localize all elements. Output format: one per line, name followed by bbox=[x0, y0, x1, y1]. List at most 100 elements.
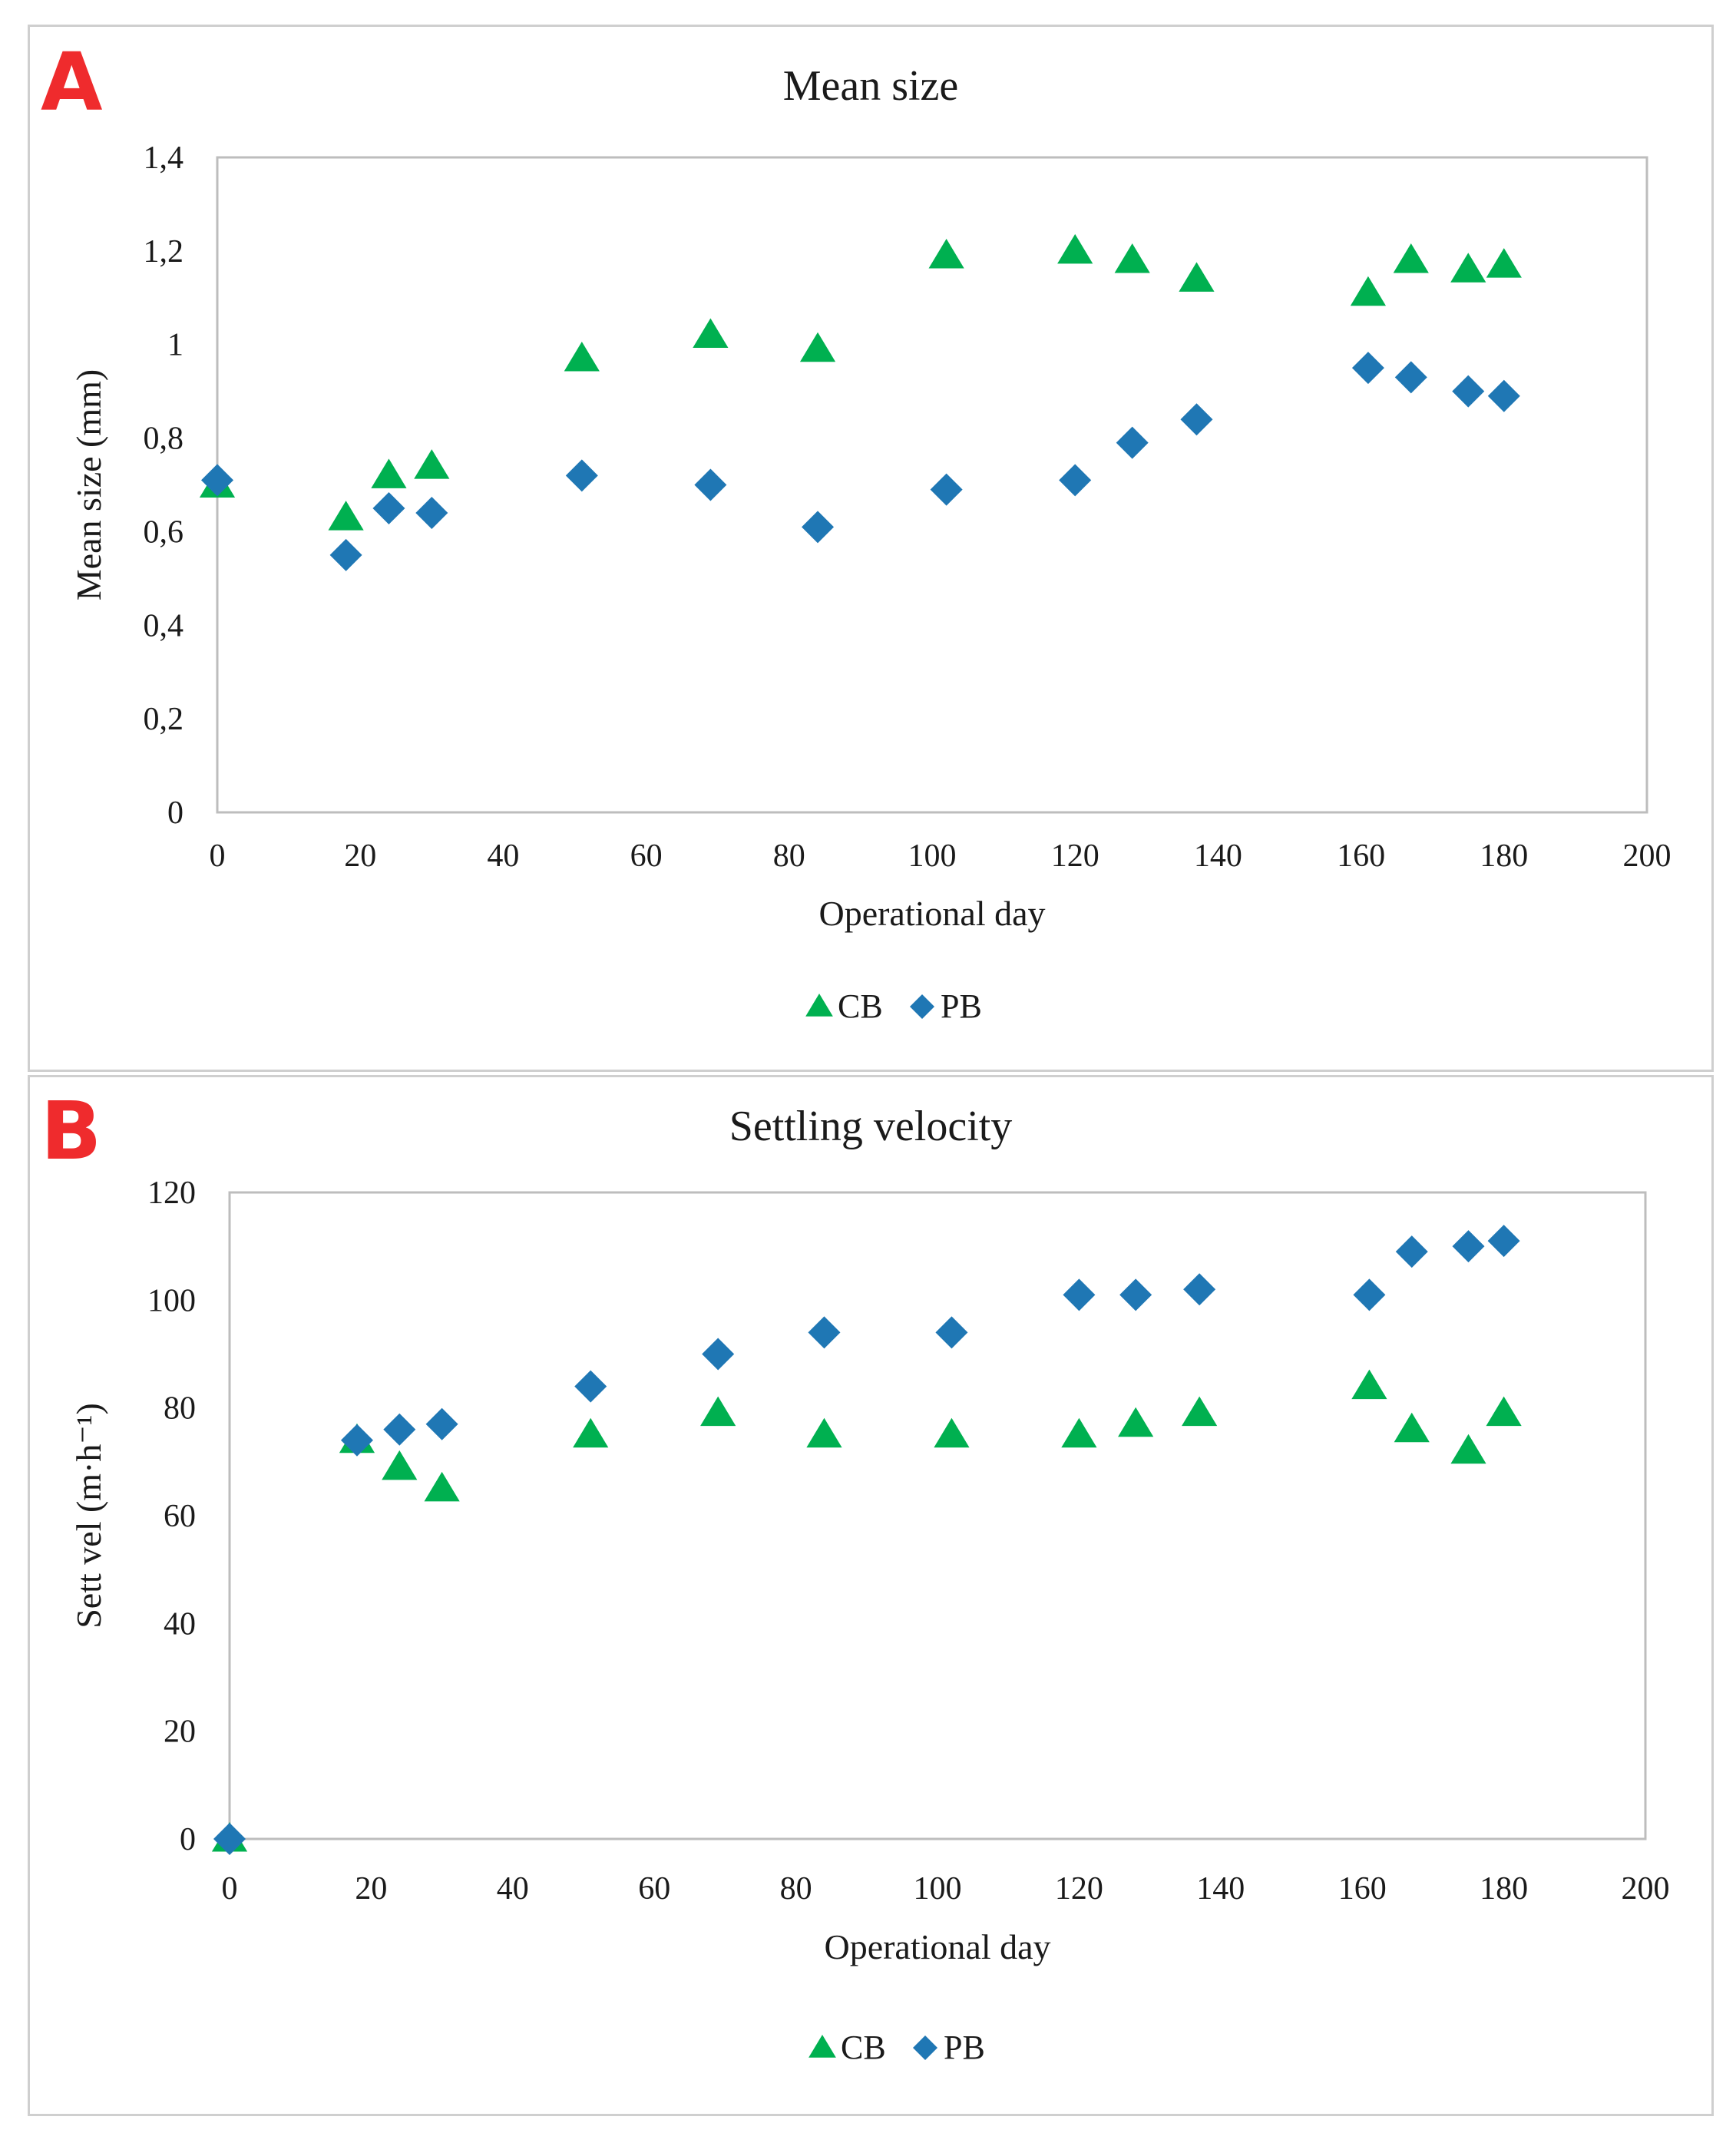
legend-label-cb: CB bbox=[841, 2029, 886, 2066]
cb-data-point bbox=[928, 238, 964, 269]
cb-data-point bbox=[1486, 1396, 1522, 1427]
x-tick-label: 200 bbox=[1623, 838, 1672, 874]
pb-data-point bbox=[383, 1413, 416, 1446]
x-tick-label: 40 bbox=[487, 838, 519, 874]
pb-data-point bbox=[565, 459, 598, 492]
cb-data-point bbox=[693, 318, 729, 349]
cb-data-point bbox=[1061, 1417, 1097, 1448]
pb-data-point bbox=[930, 473, 963, 506]
cb-data-point bbox=[799, 332, 836, 362]
pb-data-point bbox=[329, 538, 362, 571]
y-tick-label: 120 bbox=[147, 1176, 196, 1211]
x-tick-label: 60 bbox=[630, 838, 663, 874]
panel-b-badge: B bbox=[41, 1084, 101, 1178]
plot-area bbox=[216, 156, 1648, 814]
pb-data-point bbox=[340, 1424, 373, 1457]
cb-data-point bbox=[1179, 262, 1215, 292]
y-tick-label: 20 bbox=[164, 1715, 196, 1750]
legend-marker-pb bbox=[913, 2036, 937, 2060]
legend-marker-cb bbox=[808, 2035, 836, 2058]
pb-data-point bbox=[935, 1316, 968, 1349]
y-tick-label: 0,2 bbox=[144, 702, 184, 737]
y-tick-label: 0,8 bbox=[144, 422, 184, 457]
cb-data-point bbox=[564, 341, 600, 372]
cb-data-point bbox=[328, 501, 364, 531]
cb-data-point bbox=[1394, 1412, 1430, 1443]
x-tick-label: 120 bbox=[1055, 1871, 1103, 1907]
chart-title: Mean size bbox=[783, 62, 959, 110]
x-tick-label: 140 bbox=[1196, 1871, 1245, 1907]
y-tick-label: 0,4 bbox=[144, 608, 184, 643]
pb-data-point bbox=[1487, 379, 1520, 412]
y-tick-label: 0 bbox=[167, 795, 184, 831]
cb-data-point bbox=[424, 1471, 460, 1502]
pb-data-point bbox=[1180, 403, 1213, 436]
y-tick-label: 40 bbox=[164, 1606, 196, 1642]
cb-data-point bbox=[1350, 276, 1387, 306]
pb-data-point bbox=[1452, 375, 1485, 408]
x-tick-label: 0 bbox=[222, 1871, 238, 1907]
pb-data-point bbox=[802, 511, 835, 544]
y-tick-label: 80 bbox=[164, 1391, 196, 1427]
x-tick-label: 80 bbox=[780, 1871, 812, 1907]
x-tick-label: 20 bbox=[344, 838, 376, 874]
pb-data-point bbox=[1394, 361, 1427, 394]
cb-data-point bbox=[806, 1417, 842, 1448]
cb-data-point bbox=[1114, 243, 1150, 273]
pb-data-point bbox=[702, 1338, 735, 1371]
x-tick-label: 120 bbox=[1051, 838, 1099, 874]
cb-data-point bbox=[1393, 243, 1429, 273]
panel-b: B Settling velocity Operational day Sett… bbox=[28, 1075, 1714, 2116]
x-axis-label: Operational day bbox=[818, 894, 1045, 933]
x-tick-label: 100 bbox=[908, 838, 957, 874]
y-axis-label: Mean size (mm) bbox=[69, 369, 108, 600]
y-tick-label: 1,2 bbox=[144, 234, 184, 270]
x-tick-label: 80 bbox=[773, 838, 805, 874]
settling-velocity-chart: B Settling velocity Operational day Sett… bbox=[41, 1084, 1670, 2066]
cb-data-point bbox=[1450, 1434, 1486, 1464]
x-tick-label: 200 bbox=[1622, 1871, 1670, 1907]
cb-data-point bbox=[414, 449, 450, 479]
pb-data-point bbox=[1353, 1278, 1386, 1311]
pb-data-point bbox=[1183, 1273, 1216, 1306]
pb-data-point bbox=[1351, 352, 1384, 385]
cb-data-point bbox=[1450, 253, 1486, 283]
y-tick-label: 0 bbox=[180, 1822, 196, 1857]
pb-data-point bbox=[213, 1823, 246, 1855]
x-tick-label: 160 bbox=[1338, 1871, 1387, 1907]
pb-data-point bbox=[574, 1370, 607, 1403]
pb-data-point bbox=[694, 468, 727, 501]
cb-data-point bbox=[1351, 1369, 1387, 1400]
cb-data-point bbox=[1057, 233, 1093, 264]
x-tick-label: 140 bbox=[1194, 838, 1242, 874]
cb-data-point bbox=[700, 1396, 736, 1427]
cb-data-point bbox=[1118, 1407, 1154, 1437]
pb-data-point bbox=[1059, 464, 1092, 497]
legend-label-pb: PB bbox=[944, 2029, 985, 2066]
y-tick-label: 0,6 bbox=[144, 514, 184, 550]
x-axis-label: Operational day bbox=[824, 1927, 1050, 1966]
pb-data-point bbox=[1119, 1278, 1152, 1311]
pb-data-point bbox=[1395, 1235, 1428, 1268]
x-tick-label: 60 bbox=[638, 1871, 670, 1907]
x-tick-label: 180 bbox=[1480, 1871, 1528, 1907]
x-tick-label: 40 bbox=[497, 1871, 529, 1907]
pb-data-point bbox=[201, 464, 233, 497]
x-tick-label: 160 bbox=[1337, 838, 1385, 874]
pb-data-point bbox=[415, 497, 448, 530]
cb-data-point bbox=[382, 1450, 418, 1480]
panel-a-badge: A bbox=[41, 35, 103, 129]
legend-marker-cb bbox=[805, 994, 833, 1017]
x-tick-label: 0 bbox=[210, 838, 226, 874]
pb-data-point bbox=[808, 1316, 841, 1349]
x-tick-label: 100 bbox=[914, 1871, 962, 1907]
legend-label-cb: CB bbox=[838, 987, 883, 1025]
pb-data-point bbox=[1452, 1230, 1485, 1263]
legend-label-pb: PB bbox=[941, 987, 982, 1025]
mean-size-chart: A Mean size Operational day Mean size (m… bbox=[41, 35, 1672, 1025]
pb-data-point bbox=[1487, 1225, 1520, 1258]
pb-data-point bbox=[1116, 426, 1149, 459]
y-axis-label: Sett vel (m·h⁻¹) bbox=[69, 1403, 108, 1629]
chart-title: Settling velocity bbox=[729, 1103, 1013, 1150]
y-tick-label: 60 bbox=[164, 1499, 196, 1534]
